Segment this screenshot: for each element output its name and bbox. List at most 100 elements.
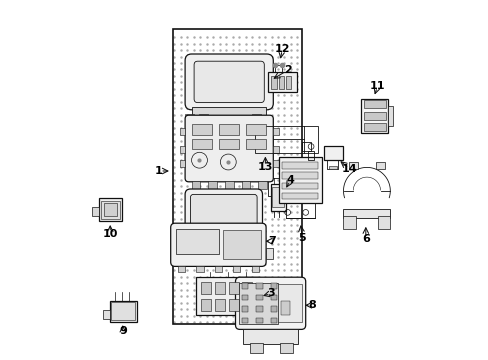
Bar (172, 29, 302, 324)
FancyBboxPatch shape (235, 277, 305, 329)
Bar (104, 203, 117, 216)
Bar (285, 76, 291, 89)
Bar (271, 76, 276, 89)
Bar (111, 302, 134, 320)
Bar (282, 183, 318, 189)
Bar (99, 198, 122, 221)
FancyBboxPatch shape (194, 61, 264, 103)
Bar (230, 252, 236, 257)
Bar (214, 266, 222, 272)
Text: 14: 14 (342, 164, 357, 174)
FancyBboxPatch shape (185, 189, 262, 247)
Bar (364, 112, 385, 120)
Text: 1: 1 (155, 166, 163, 176)
Bar (219, 124, 239, 135)
Bar (277, 284, 302, 322)
Bar (256, 295, 262, 301)
Bar (361, 99, 387, 133)
Bar (278, 76, 284, 89)
Bar (343, 216, 355, 229)
Bar (179, 128, 185, 135)
Bar (219, 139, 239, 149)
Bar (258, 181, 266, 189)
Bar (242, 283, 248, 289)
Bar (242, 299, 252, 311)
Bar (222, 230, 260, 259)
Bar (192, 124, 212, 135)
Bar (103, 310, 110, 319)
Bar (228, 282, 238, 294)
Bar (176, 229, 219, 254)
Text: 13: 13 (257, 162, 272, 172)
Bar (192, 107, 265, 115)
Bar (196, 266, 203, 272)
Bar (201, 299, 211, 311)
Bar (192, 246, 203, 253)
Bar (185, 114, 194, 119)
Bar (273, 160, 278, 167)
Bar (178, 266, 185, 272)
Bar (201, 282, 211, 294)
Bar (179, 146, 185, 153)
Bar (348, 162, 357, 169)
Bar (246, 139, 265, 149)
Bar (364, 100, 385, 108)
Bar (270, 306, 277, 312)
Bar (364, 123, 385, 131)
Bar (282, 193, 318, 199)
Bar (228, 299, 238, 311)
FancyBboxPatch shape (170, 223, 265, 266)
Bar (191, 181, 200, 189)
Bar (273, 128, 278, 135)
Bar (270, 318, 277, 323)
Text: 3: 3 (267, 288, 275, 298)
Text: 6: 6 (361, 234, 369, 244)
Bar (256, 318, 262, 323)
Text: 2: 2 (283, 65, 291, 75)
Bar (91, 207, 99, 216)
Bar (375, 162, 384, 169)
Bar (273, 146, 278, 153)
Bar (101, 201, 120, 219)
Text: 5: 5 (298, 233, 305, 243)
Bar (265, 248, 273, 259)
Bar (199, 114, 208, 119)
Bar (272, 187, 284, 207)
Bar (270, 295, 277, 301)
FancyBboxPatch shape (185, 54, 273, 110)
Bar (196, 277, 258, 315)
Bar (211, 252, 217, 257)
Bar (192, 139, 212, 149)
Bar (377, 216, 389, 229)
Bar (256, 283, 262, 289)
Bar (242, 282, 252, 294)
Bar (280, 343, 292, 353)
Text: 4: 4 (286, 175, 294, 185)
Text: 8: 8 (307, 300, 315, 310)
Bar (270, 283, 277, 289)
FancyBboxPatch shape (185, 115, 273, 182)
Bar (302, 142, 310, 151)
Bar (281, 301, 289, 315)
Text: 10: 10 (102, 229, 118, 239)
FancyBboxPatch shape (190, 194, 257, 241)
Bar (267, 72, 296, 92)
Bar (215, 299, 224, 311)
Bar (282, 162, 318, 169)
Bar (224, 181, 233, 189)
Bar (323, 146, 343, 160)
Bar (242, 295, 248, 301)
Bar (242, 329, 298, 344)
Bar (239, 283, 277, 324)
Bar (248, 252, 254, 257)
Text: 9: 9 (119, 326, 126, 336)
Bar (328, 166, 336, 169)
Bar (278, 157, 321, 203)
Bar (179, 160, 185, 167)
Bar (249, 343, 262, 353)
Bar (193, 252, 199, 257)
Bar (256, 306, 262, 312)
Bar (242, 318, 248, 323)
Bar (343, 209, 389, 218)
Text: 7: 7 (268, 236, 276, 246)
